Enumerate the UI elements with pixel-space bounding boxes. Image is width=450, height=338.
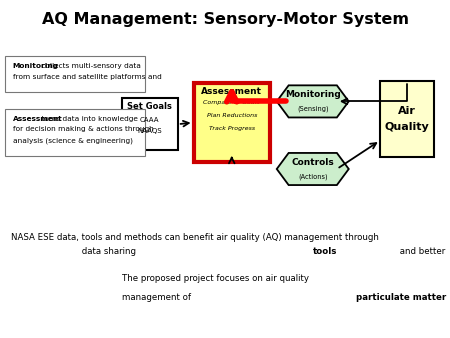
Text: tools: tools [313,247,338,257]
Text: Set Goals: Set Goals [127,102,172,111]
Text: and better: and better [397,247,448,257]
Text: Plan Reductions: Plan Reductions [207,113,257,118]
FancyBboxPatch shape [5,109,145,156]
FancyBboxPatch shape [194,83,270,162]
Text: Assessment: Assessment [13,116,63,122]
Text: NAAQS: NAAQS [137,128,162,134]
FancyBboxPatch shape [122,98,178,150]
Text: (Actions): (Actions) [298,173,328,180]
Polygon shape [277,153,349,185]
Text: turns data into knowledge: turns data into knowledge [39,116,138,122]
Text: Quality: Quality [385,122,430,132]
Text: (Sensing): (Sensing) [297,105,328,112]
Text: collects multi-sensory data: collects multi-sensory data [39,63,140,69]
Text: Monitoring: Monitoring [13,63,59,69]
Text: Monitoring: Monitoring [285,91,341,99]
Text: Track Progress: Track Progress [209,126,255,131]
Polygon shape [277,86,349,118]
Text: AQ Management: Sensory-Motor System: AQ Management: Sensory-Motor System [41,12,409,27]
Text: management of: management of [122,293,193,303]
Text: Assessment: Assessment [201,87,262,96]
Text: CAAA: CAAA [140,117,159,123]
Text: Controls: Controls [292,158,334,167]
Text: The proposed project focuses on air quality: The proposed project focuses on air qual… [122,274,309,283]
Text: Air: Air [398,106,416,116]
Text: analysis (science & engineering): analysis (science & engineering) [13,137,133,144]
FancyBboxPatch shape [380,81,434,157]
Text: data sharing: data sharing [79,247,139,257]
Text: particulate matter: particulate matter [356,293,446,303]
Text: for decision making & actions through: for decision making & actions through [13,126,153,132]
Text: Compare to Goals: Compare to Goals [203,100,260,105]
FancyBboxPatch shape [5,56,145,92]
Text: from surface and satellite platforms and: from surface and satellite platforms and [13,74,162,80]
Text: NASA ESE data, tools and methods can benefit air quality (AQ) management through: NASA ESE data, tools and methods can ben… [11,233,379,242]
